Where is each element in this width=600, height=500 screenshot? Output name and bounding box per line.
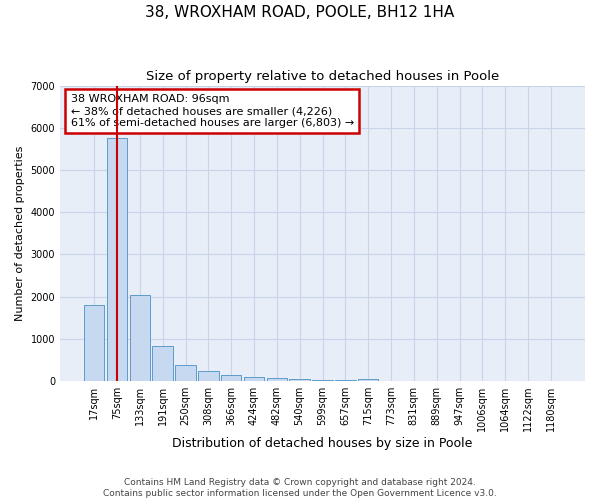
Bar	[244, 377, 264, 381]
Title: Size of property relative to detached houses in Poole: Size of property relative to detached ho…	[146, 70, 499, 83]
Text: 38 WROXHAM ROAD: 96sqm
← 38% of detached houses are smaller (4,226)
61% of semi-: 38 WROXHAM ROAD: 96sqm ← 38% of detached…	[71, 94, 354, 128]
Bar	[107, 138, 127, 381]
Bar	[266, 378, 287, 381]
Bar	[152, 346, 173, 381]
Bar	[335, 380, 356, 381]
Bar	[198, 372, 218, 381]
Text: 38, WROXHAM ROAD, POOLE, BH12 1HA: 38, WROXHAM ROAD, POOLE, BH12 1HA	[145, 5, 455, 20]
Bar	[289, 379, 310, 381]
Bar	[358, 379, 379, 381]
Y-axis label: Number of detached properties: Number of detached properties	[15, 146, 25, 321]
Bar	[221, 375, 241, 381]
Bar	[312, 380, 333, 381]
X-axis label: Distribution of detached houses by size in Poole: Distribution of detached houses by size …	[172, 437, 473, 450]
Bar	[84, 305, 104, 381]
Text: Contains HM Land Registry data © Crown copyright and database right 2024.
Contai: Contains HM Land Registry data © Crown c…	[103, 478, 497, 498]
Bar	[175, 366, 196, 381]
Bar	[130, 294, 150, 381]
